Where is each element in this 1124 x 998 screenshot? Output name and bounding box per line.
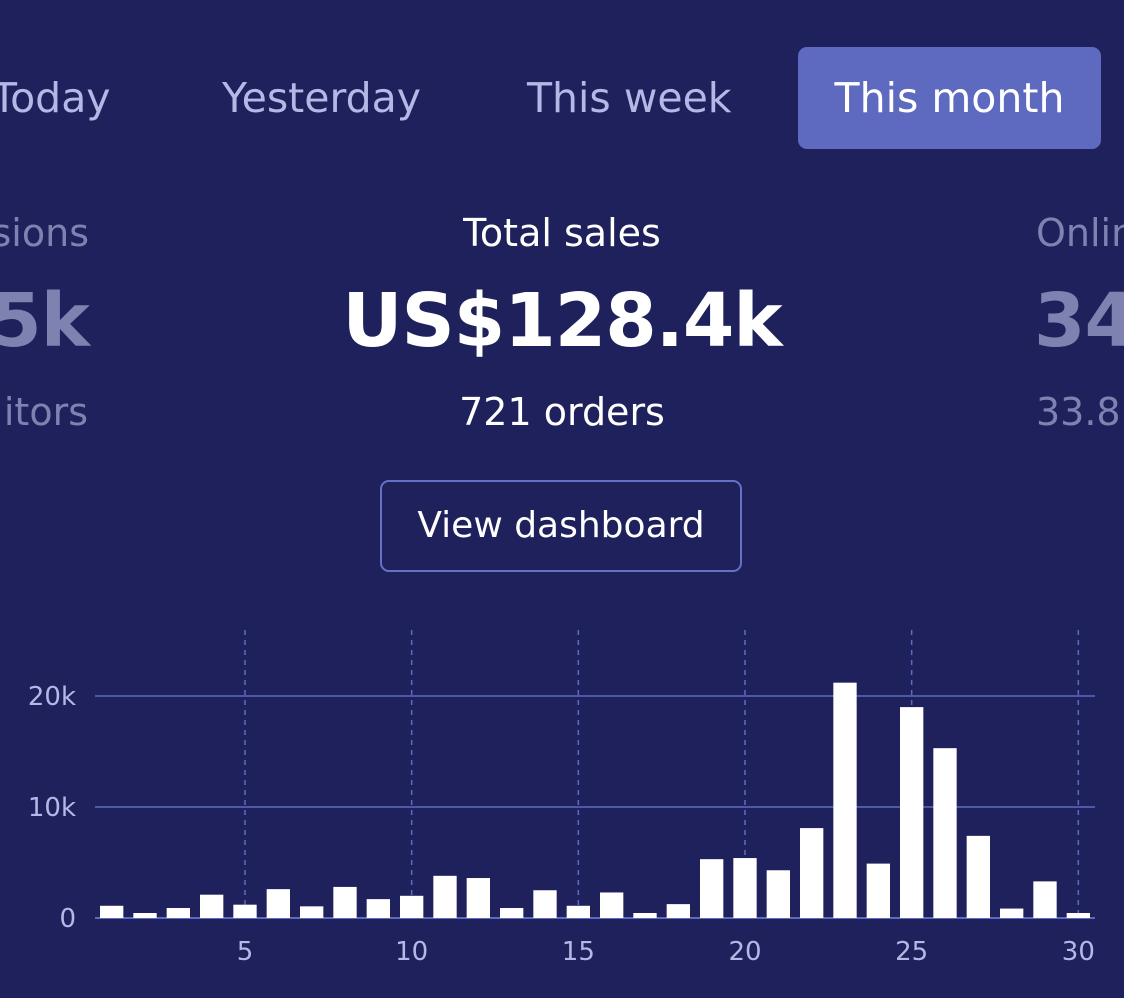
bar-day-21 — [766, 870, 790, 918]
orders-count: 721 orders — [459, 390, 665, 434]
bar-day-19 — [700, 859, 724, 918]
stat-left-sub: itors — [3, 390, 88, 434]
view-dashboard-button[interactable]: View dashboard — [380, 480, 742, 572]
bar-day-25 — [900, 707, 924, 918]
y-tick-label-2: 20k — [28, 682, 76, 712]
bar-day-7 — [300, 906, 324, 918]
bar-day-11 — [433, 875, 457, 918]
total-sales-label: Total sales — [463, 211, 661, 255]
stat-right-value: 34 — [1034, 278, 1124, 364]
bar-day-17 — [633, 913, 657, 918]
y-tick-label-0: 0 — [59, 904, 76, 934]
bar-day-16 — [600, 892, 624, 918]
tab-this-week[interactable]: This week — [527, 74, 732, 122]
stat-right-label: Onlin — [1036, 211, 1124, 255]
y-tick-label-1: 10k — [28, 793, 76, 823]
x-tick-label-1: 10 — [395, 937, 428, 967]
stat-left-value: 5k — [0, 278, 90, 364]
bar-day-24 — [866, 863, 890, 918]
x-tick-label-4: 25 — [895, 937, 928, 967]
bar-day-20 — [733, 858, 757, 918]
bar-day-18 — [666, 904, 690, 918]
bar-day-9 — [366, 899, 390, 918]
bar-day-23 — [833, 682, 857, 918]
x-tick-label-0: 5 — [237, 937, 254, 967]
bar-day-15 — [566, 905, 590, 918]
bar-day-8 — [333, 886, 357, 918]
bar-day-6 — [266, 889, 290, 918]
x-tick-label-5: 30 — [1062, 937, 1095, 967]
bar-day-29 — [1033, 881, 1057, 918]
tab-today[interactable]: Today — [0, 74, 111, 122]
x-tick-label-3: 20 — [728, 937, 761, 967]
bar-day-28 — [1000, 908, 1024, 918]
bar-day-22 — [800, 828, 824, 918]
stat-right-sub: 33.8 — [1036, 390, 1121, 434]
sales-bar-chart: 0 10k 20k 5 10 15 20 25 30 — [28, 630, 1095, 967]
tab-this-month[interactable]: This month — [798, 47, 1101, 149]
total-sales-value: US$128.4k — [342, 278, 782, 364]
bar-day-27 — [966, 835, 990, 918]
bar-day-26 — [933, 748, 957, 918]
stat-left-label: sions — [0, 211, 89, 255]
bar-day-5 — [233, 904, 257, 918]
bar-day-2 — [133, 913, 157, 918]
bar-day-30 — [1066, 913, 1090, 918]
bar-day-12 — [466, 878, 490, 918]
x-tick-label-2: 15 — [562, 937, 595, 967]
bar-day-10 — [400, 895, 424, 918]
bar-day-1 — [100, 905, 124, 918]
bar-day-3 — [166, 908, 190, 918]
bar-day-13 — [500, 908, 524, 918]
bar-day-14 — [533, 890, 557, 918]
bar-day-4 — [200, 894, 224, 918]
tab-yesterday[interactable]: Yesterday — [222, 74, 422, 122]
